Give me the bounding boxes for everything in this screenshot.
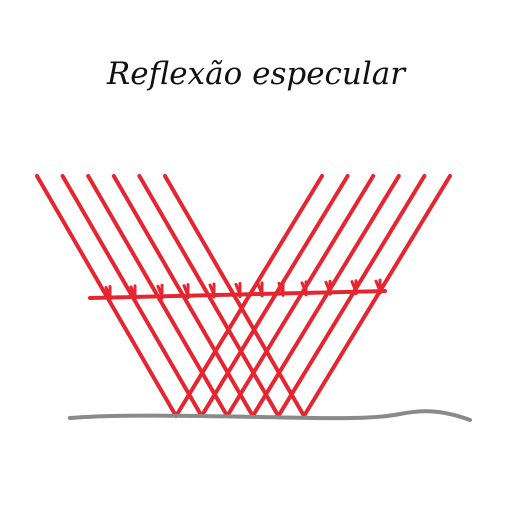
wavefront xyxy=(88,278,387,302)
reflecting-surface xyxy=(68,409,472,422)
reflected-ray-2 xyxy=(199,174,350,418)
wavefront-tick-6 xyxy=(234,281,242,298)
wavefront-tick-8 xyxy=(277,280,285,297)
direction-ticks xyxy=(104,278,382,302)
diagram-title: Reflexão especular xyxy=(106,56,407,92)
reflected-ray-5 xyxy=(276,174,427,418)
reflected-ray-4 xyxy=(250,174,401,418)
wavefront-tick-5 xyxy=(208,282,216,299)
wavefront-tick-9 xyxy=(300,280,308,297)
reflected-ray-6 xyxy=(302,174,452,418)
wavefront-tick-12 xyxy=(374,278,382,295)
wavefront-line xyxy=(88,289,387,300)
reflected-ray-3 xyxy=(225,174,376,418)
wavefront-tick-2 xyxy=(129,284,137,301)
wavefront-tick-4 xyxy=(182,283,190,300)
wavefront-tick-3 xyxy=(156,283,164,300)
wavefront-tick-10 xyxy=(324,279,332,296)
wavefront-tick-11 xyxy=(350,279,358,296)
wavefront-tick-1 xyxy=(104,285,112,302)
wavefront-tick-7 xyxy=(256,281,264,298)
